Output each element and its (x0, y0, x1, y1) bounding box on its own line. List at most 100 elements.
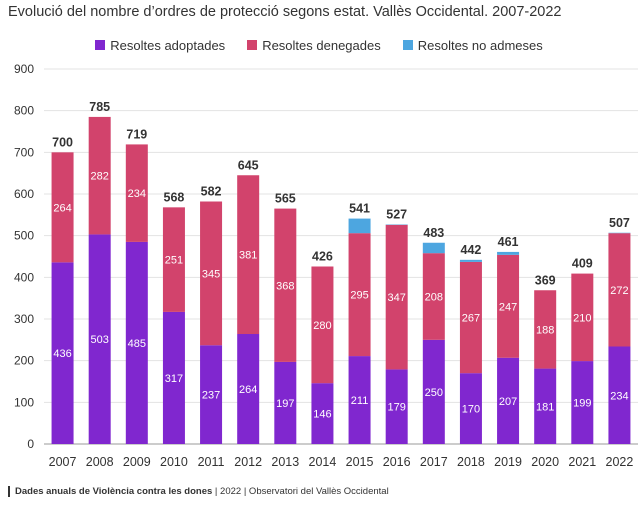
x-tick-label: 2013 (271, 455, 299, 469)
stacked-bar-chart: 0 100 200 300 400 500 600 700 800 900 436 264 700 200… (14, 62, 638, 469)
legend-item-no-admeses[interactable]: Resoltes no admeses (402, 36, 543, 54)
bar-segment-denegades (311, 266, 334, 384)
bar-segment-denegades (385, 224, 408, 370)
bar-segment-denegades (125, 144, 148, 242)
x-tick-label: 2014 (309, 455, 337, 469)
bar-data-label: 485 (128, 338, 146, 350)
x-tick-label: 2008 (86, 455, 114, 469)
x-tick-label: 2012 (234, 455, 262, 469)
bar-data-label: 188 (536, 324, 554, 336)
legend-item-denegades[interactable]: Resoltes denegades (247, 36, 381, 54)
bar-segment-adoptades (200, 345, 223, 444)
bar-total-label: 442 (461, 243, 482, 257)
bar-segment-adoptades (571, 361, 594, 444)
bar-total-label: 645 (238, 158, 259, 172)
bar-data-label: 208 (425, 292, 443, 304)
y-tick-label: 0 (27, 437, 34, 451)
bar-total-label: 527 (386, 207, 407, 221)
bar-total-label: 582 (201, 185, 222, 199)
bar-data-label: 264 (239, 384, 257, 396)
y-tick-label: 400 (14, 270, 34, 284)
bar-segment-adoptades (385, 369, 408, 444)
bar-data-label: 234 (610, 390, 628, 402)
legend-item-adoptades[interactable]: Resoltes adoptades (95, 36, 225, 54)
bar-segment-no-admeses (497, 251, 520, 255)
bar-segment-adoptades (88, 234, 111, 444)
bar-segment-denegades (348, 233, 371, 357)
x-tick-label: 2007 (49, 455, 77, 469)
bar-segment-denegades (162, 207, 185, 312)
bar-segment-denegades (88, 116, 111, 235)
y-tick-label: 700 (14, 145, 34, 159)
bar-segment-adoptades (608, 346, 631, 444)
bar-total-label: 369 (535, 273, 556, 287)
bar-data-label: 250 (425, 387, 443, 399)
bar-data-label: 179 (388, 402, 406, 414)
bar-segment-denegades (200, 201, 223, 346)
y-tick-label: 300 (14, 312, 34, 326)
x-tick-label: 2016 (383, 455, 411, 469)
bar-segment-adoptades (422, 339, 445, 444)
bar-total-label: 565 (275, 192, 296, 206)
bar-total-label: 568 (164, 190, 185, 204)
legend-swatch-no-admeses (402, 40, 413, 50)
bar-data-label: 503 (91, 334, 109, 346)
x-tick-label: 2010 (160, 455, 188, 469)
source-footer: Dades anuals de Violència contra les don… (8, 486, 389, 497)
bar-segment-adoptades (237, 334, 260, 444)
bar-total-label: 409 (572, 257, 593, 271)
x-tick-label: 2021 (568, 455, 596, 469)
bar-data-label: 280 (313, 320, 331, 332)
chart-title: Evolució del nombre d’ordres de protecci… (8, 4, 562, 20)
bar-segment-denegades (571, 273, 594, 362)
legend-swatch-adoptades (95, 40, 106, 50)
bar-data-label: 251 (165, 255, 183, 267)
bar-data-label: 234 (128, 188, 146, 200)
bar-total-label: 719 (126, 127, 147, 141)
bar-data-label: 282 (91, 171, 109, 183)
bar-segment-no-admeses (348, 218, 371, 234)
bar-data-label: 381 (239, 250, 257, 262)
bar-total-label: 483 (423, 226, 444, 240)
x-tick-label: 2020 (531, 455, 559, 469)
bar-segment-adoptades (311, 383, 334, 444)
bar-total-label: 785 (89, 100, 110, 114)
y-tick-label: 800 (14, 104, 34, 118)
bar-data-label: 211 (351, 395, 369, 407)
bar-data-label: 295 (350, 290, 368, 302)
x-tick-label: 2022 (606, 455, 634, 469)
y-tick-label: 500 (14, 229, 34, 243)
bar-segment-denegades (459, 261, 482, 374)
bar-data-label: 197 (276, 398, 294, 410)
y-tick-label: 100 (14, 395, 34, 409)
bar-segment-adoptades (51, 262, 74, 444)
bar-data-label: 247 (499, 301, 517, 313)
bar-data-label: 317 (165, 373, 183, 385)
bar-segment-denegades (274, 208, 297, 362)
bar-segment-denegades (237, 175, 260, 334)
x-tick-label: 2017 (420, 455, 448, 469)
legend-label-no-admeses: Resoltes no admeses (417, 37, 543, 53)
x-tick-label: 2019 (494, 455, 522, 469)
bar-segment-denegades (422, 253, 445, 340)
bar-data-label: 272 (610, 285, 628, 297)
bar-segment-denegades (534, 290, 557, 369)
bar-segment-adoptades (162, 311, 185, 444)
bar-data-label: 345 (202, 268, 220, 280)
y-tick-label: 200 (14, 354, 34, 368)
bar-segment-adoptades (348, 356, 371, 444)
bar-data-label: 207 (499, 396, 517, 408)
x-tick-label: 2018 (457, 455, 485, 469)
bar-data-label: 368 (276, 280, 294, 292)
x-tick-label: 2015 (346, 455, 374, 469)
bar-segment-denegades (608, 233, 631, 347)
bar-data-label: 146 (313, 409, 331, 421)
bar-segment-adoptades (497, 357, 520, 444)
bar-segment-denegades (51, 152, 74, 263)
bar-total-label: 507 (609, 216, 630, 230)
bar-total-label: 461 (498, 235, 519, 249)
bar-total-label: 541 (349, 202, 370, 216)
legend-label-denegades: Resoltes denegades (262, 37, 381, 53)
x-tick-label: 2011 (198, 455, 225, 469)
bar-segment-adoptades (125, 241, 148, 444)
